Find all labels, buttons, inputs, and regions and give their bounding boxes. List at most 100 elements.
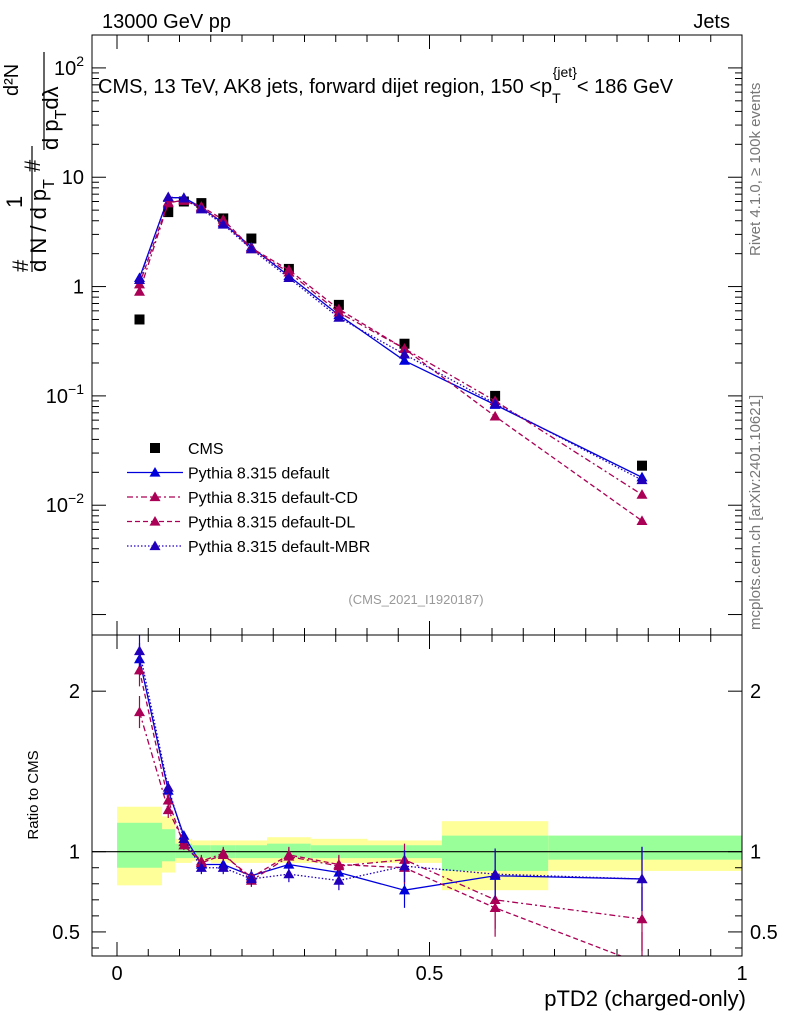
model-point [178, 192, 190, 203]
y-tick-label: 10−1 [46, 381, 84, 408]
model-point [134, 286, 145, 296]
ylabel-den-sub: T [41, 179, 58, 189]
model-point [399, 355, 410, 365]
model-point [245, 243, 257, 254]
ratio-point [399, 860, 410, 871]
main-y-ticks: 102 10 1 10−1 10−2 [46, 34, 742, 616]
legend-item: Pythia 8.315 default-CD [127, 490, 358, 507]
ratio-point [162, 804, 174, 815]
uncertainty-band-inner [548, 835, 742, 860]
ratio-point [489, 868, 501, 879]
uncertainty-band-inner [162, 829, 176, 862]
model-point [333, 303, 345, 314]
y-tick-label: 102 [54, 53, 84, 80]
ratio-point [399, 884, 410, 895]
ratio-panel: 0.5 0.51 12 20 0.5 1 [52, 634, 778, 985]
ylabel-one: 1 [2, 196, 27, 208]
model-point [399, 348, 410, 359]
legend-marker [149, 516, 161, 526]
x-tick-label: 1 [736, 963, 747, 985]
model-point [195, 203, 207, 214]
legend-marker [149, 491, 161, 502]
main-y-label: # d N / d pT 1 # d pTdλ d²N [1, 52, 70, 272]
model-point [333, 312, 345, 322]
ylabel-hash2: # [20, 159, 45, 172]
svg-text:d N / d pT: d N / d pT [26, 179, 58, 272]
model-point [489, 398, 501, 408]
ratio-point [333, 859, 345, 869]
legend-label: Pythia 8.315 default-MBR [188, 539, 370, 556]
x-axis-label: pTD2 (charged-only) [544, 986, 746, 1011]
legend: CMS Pythia 8.315 default Pythia 8.315 defa… [127, 441, 370, 556]
ratio-point [217, 849, 229, 860]
header-left: 13000 GeV pp [102, 11, 231, 33]
data-point [637, 460, 647, 471]
model-point [636, 489, 648, 499]
ratio-point [489, 902, 501, 912]
mcplots-label: mcplots.cern.ch [arXiv:2401.10621] [747, 395, 764, 630]
series-line [138, 196, 643, 481]
ratio-y-tick-label-right: 2 [750, 681, 761, 703]
ratio-point [637, 959, 648, 969]
ratio-y-tick-label: 2 [69, 681, 80, 703]
ratio-y-tick-label: 1 [69, 842, 80, 864]
model-point [636, 515, 648, 525]
series-cms [134, 196, 647, 471]
ratio-point [283, 868, 295, 879]
ratio-series-pythia-8-315-default-cd [134, 695, 648, 952]
ylabel-dl: dλ [38, 86, 63, 109]
model-point [162, 191, 174, 202]
legend-item: Pythia 8.315 default-DL [127, 515, 355, 532]
plot-title: CMS, 13 TeV, AK8 jets, forward dijet reg… [98, 64, 674, 106]
ratio-point [134, 706, 145, 717]
ratio-point [245, 873, 257, 884]
title-end: < 186 GeV [577, 76, 674, 98]
ratio-y-tick-label-right: 1 [750, 842, 761, 864]
legend-label: CMS [188, 441, 224, 458]
series-pythia-8-315-default [134, 192, 648, 482]
model-point [162, 196, 174, 207]
ylabel-d2n: d²N [1, 64, 23, 96]
ratio-y-tick-label-right: 0.5 [750, 922, 778, 944]
ratio-point [134, 664, 145, 675]
legend-label: Pythia 8.315 default-CD [188, 490, 358, 507]
legend-item: Pythia 8.315 default-MBR [127, 539, 370, 556]
ratio-y-tick-label: 0.5 [52, 922, 80, 944]
ratio-point [636, 913, 648, 924]
ratio-point [162, 781, 174, 792]
legend-item: CMS [150, 441, 224, 458]
legend-marker [150, 443, 160, 453]
ratio-line [138, 711, 643, 920]
ratio-point [636, 873, 648, 884]
x-tick-label: 0.5 [416, 963, 444, 985]
ratio-line [138, 670, 623, 956]
ratio-y-label: Ratio to CMS [25, 750, 42, 839]
data-point [246, 233, 257, 244]
main-x-ticks [116, 35, 743, 635]
ylabel-den: d N / d p [26, 189, 51, 272]
header-right: Jets [693, 11, 730, 33]
data-point [163, 207, 174, 218]
x-tick-label: 0 [111, 963, 122, 985]
model-point [283, 272, 295, 283]
ratio-point [178, 839, 190, 850]
main-curves [134, 191, 648, 525]
series-pythia-8-315-default-mbr [134, 191, 648, 485]
ratio-point [195, 862, 207, 872]
ratio-point [134, 645, 145, 656]
ratio-curves [134, 635, 648, 969]
rivet-version-label: Rivet 4.1.0, ≥ 100k events [747, 83, 764, 256]
ratio-point [162, 794, 174, 805]
ylabel-den2-sub: T [53, 109, 70, 119]
y-tick-label: 10 [62, 167, 84, 189]
analysis-id-annotation: (CMS_2021_I1920187) [348, 592, 483, 607]
ratio-frame [91, 634, 743, 957]
y-tick-label: 10−2 [46, 490, 84, 517]
title-sup: {jet} [553, 64, 577, 80]
model-point [283, 264, 295, 275]
legend-marker [149, 540, 161, 551]
ratio-line [138, 650, 643, 882]
model-point [489, 410, 501, 421]
ratio-series-pythia-8-315-default-dl [134, 654, 648, 969]
series-line [138, 197, 643, 478]
